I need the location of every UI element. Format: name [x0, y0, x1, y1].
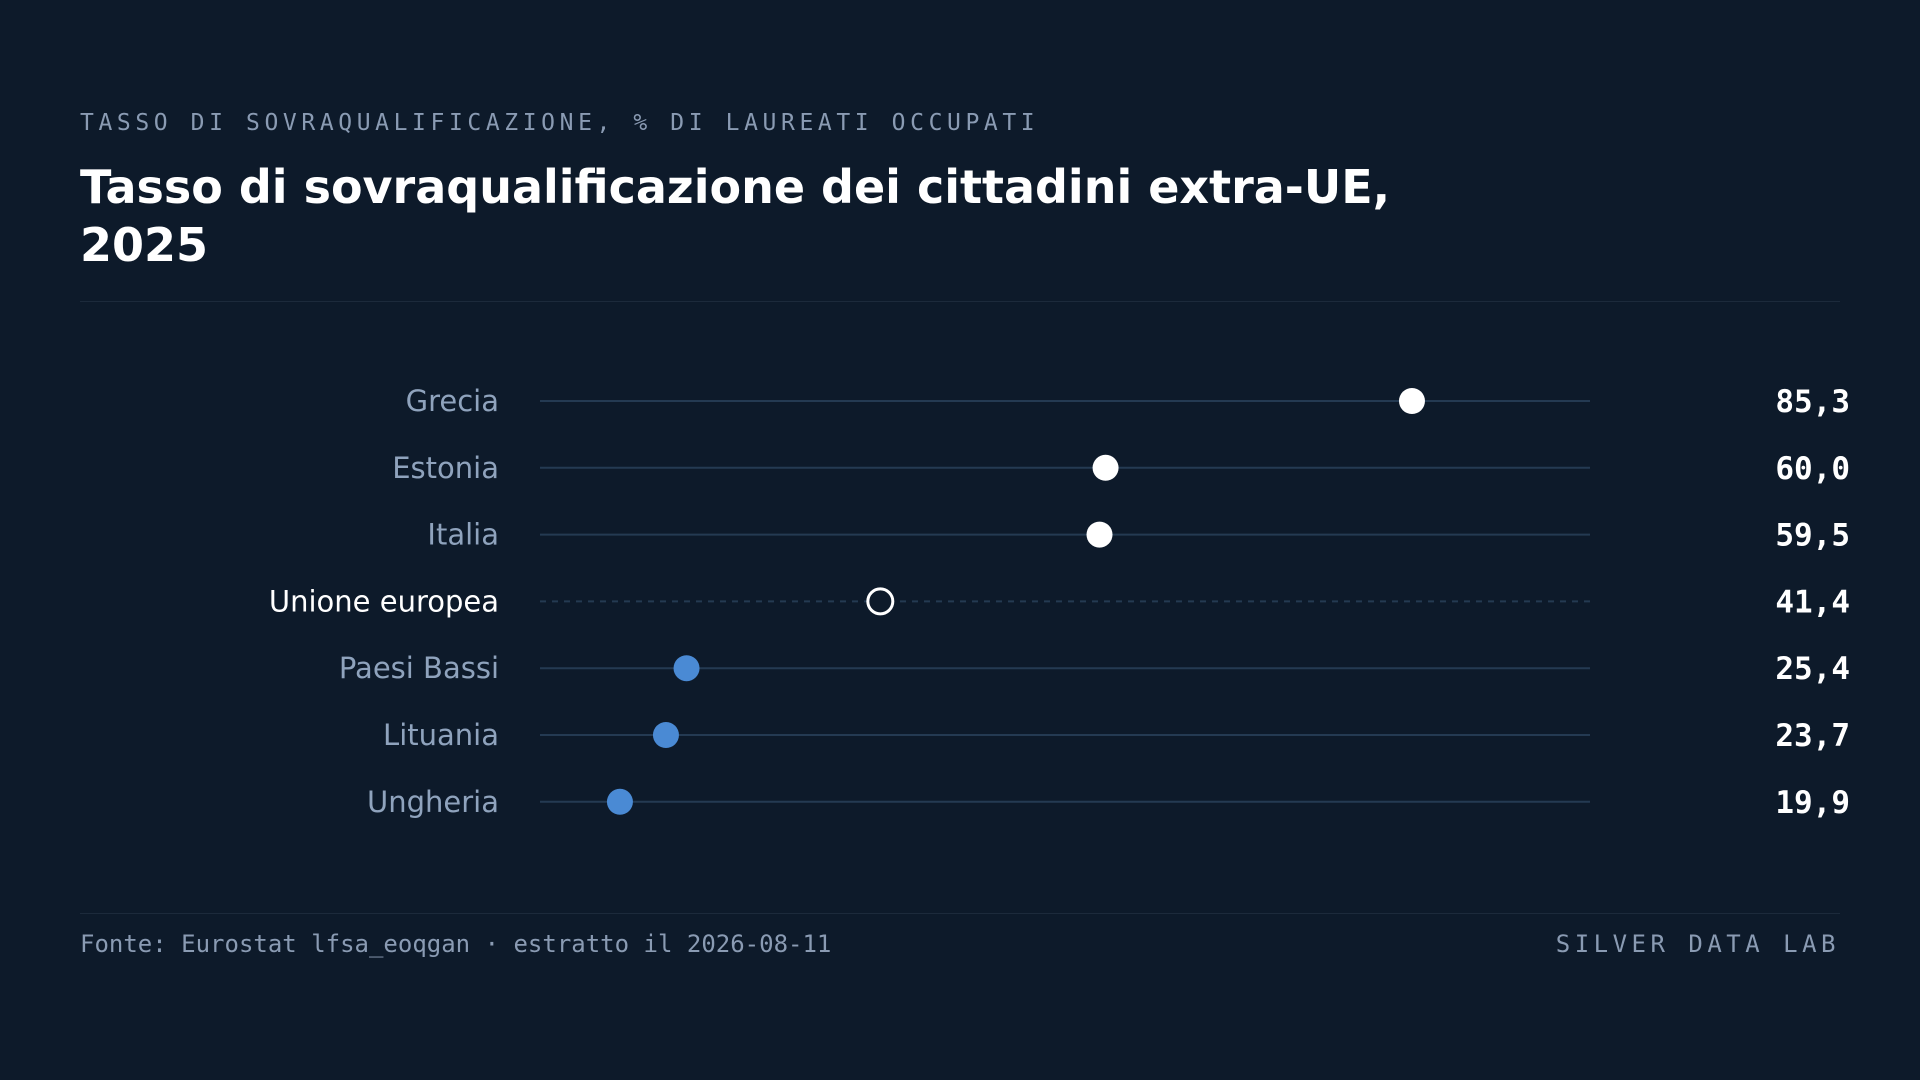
data-point — [606, 788, 633, 815]
category-label: Estonia — [392, 451, 499, 485]
value-label: 23,7 — [1775, 718, 1850, 754]
value-label: 60,0 — [1775, 451, 1850, 487]
top-divider — [80, 301, 1840, 302]
category-label: Grecia — [406, 384, 499, 418]
value-label: 25,4 — [1775, 651, 1850, 687]
bottom-divider — [80, 913, 1840, 914]
category-label: Italia — [427, 518, 499, 552]
data-point — [1398, 388, 1425, 414]
value-label: 85,3 — [1775, 384, 1850, 420]
category-label: Unione europea — [269, 584, 499, 618]
data-point-reference — [866, 587, 895, 616]
chart-eyebrow: TASSO DI SOVRAQUALIFICAZIONE, % DI LAURE… — [80, 110, 1040, 136]
source-note: Fonte: Eurostat lfsa_eoqgan · estratto i… — [80, 930, 832, 958]
data-point — [652, 722, 679, 748]
value-label: 19,9 — [1775, 785, 1850, 821]
data-point — [1086, 521, 1113, 548]
value-label: 41,4 — [1775, 584, 1850, 620]
category-label: Ungheria — [367, 785, 499, 819]
chart-title: Tasso di sovraqualificazione dei cittadi… — [80, 160, 1391, 272]
data-point — [1092, 454, 1119, 481]
data-point — [673, 655, 700, 682]
value-label: 59,5 — [1775, 518, 1850, 554]
category-label: Paesi Bassi — [339, 651, 499, 685]
category-label: Lituania — [383, 718, 499, 752]
brand-label: SILVER DATA LAB — [1555, 930, 1840, 958]
